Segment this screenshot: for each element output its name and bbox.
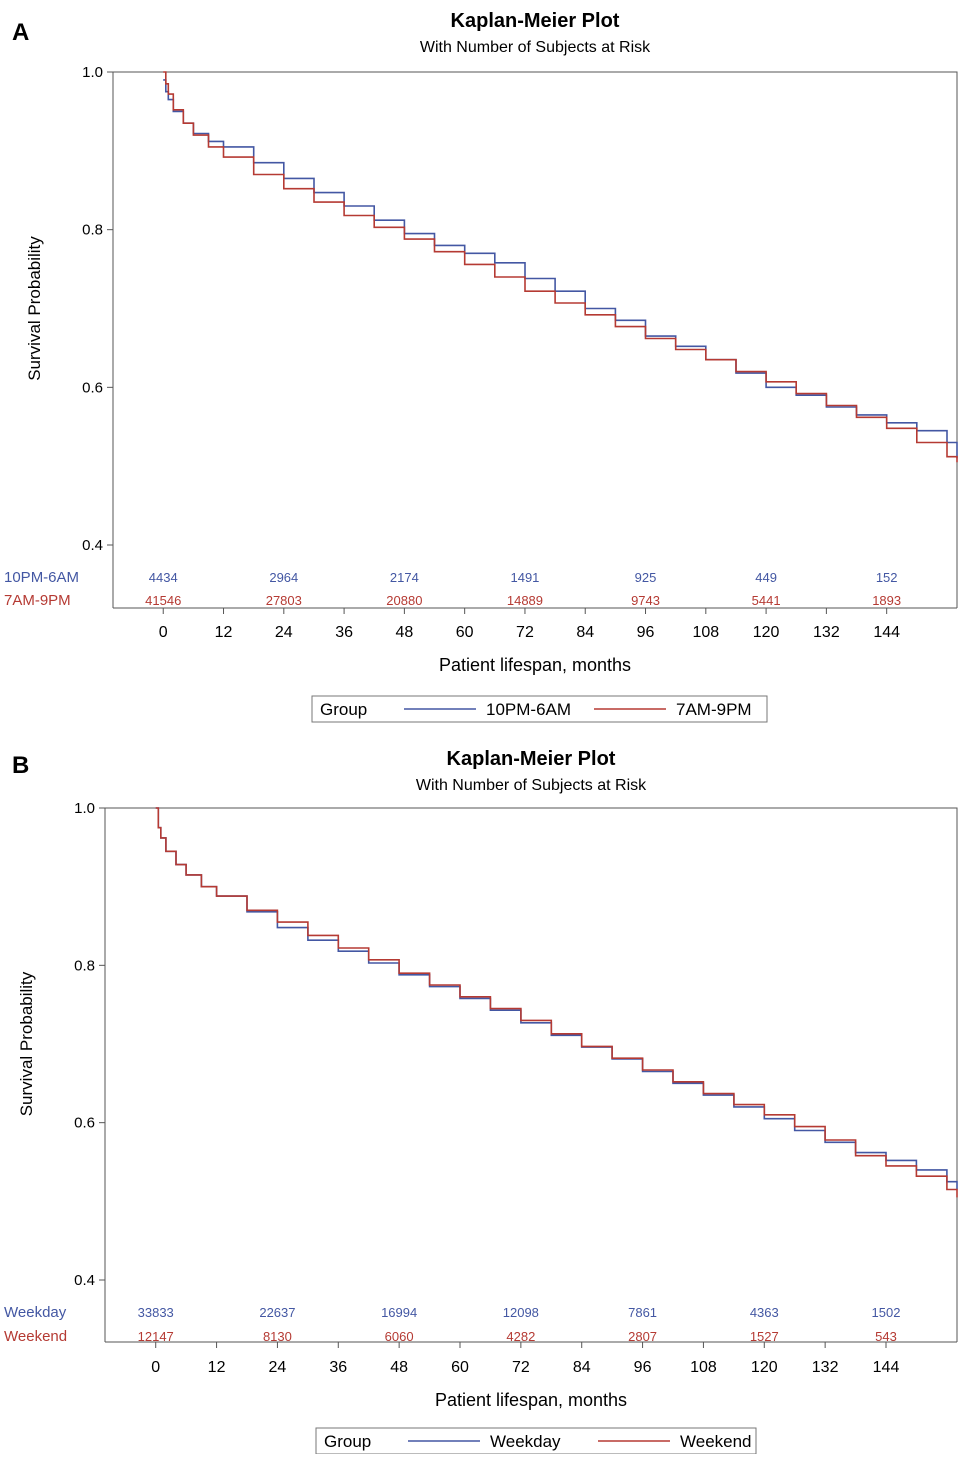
panel-a-subtitle: With Number of Subjects at Risk bbox=[420, 39, 651, 56]
panel-a-at-risk-value: 1491 bbox=[510, 570, 539, 585]
panel-b-at-risk-value: 12098 bbox=[503, 1305, 539, 1320]
panel-a-legend-box bbox=[311, 695, 768, 723]
panel-a-x-tick-label: 60 bbox=[456, 624, 474, 641]
panel-b-at-risk-value: 33833 bbox=[138, 1305, 174, 1320]
panel-b-y-tick-label: 0.8 bbox=[74, 957, 95, 974]
panel-b-x-tick-label: 132 bbox=[812, 1359, 839, 1376]
panel-a-x-tick-label: 144 bbox=[873, 624, 900, 641]
panel-b-at-risk-value: 16994 bbox=[381, 1305, 417, 1320]
panel-a-at-risk-value: 14889 bbox=[507, 593, 543, 608]
panel-a-at-risk-value: 9743 bbox=[631, 593, 660, 608]
panel-b-at-risk-value: 6060 bbox=[385, 1329, 414, 1344]
panel-a-x-tick-label: 72 bbox=[516, 624, 534, 641]
panel-b-x-tick-label: 72 bbox=[512, 1359, 530, 1376]
panel-b-at-risk-value: 4363 bbox=[750, 1305, 779, 1320]
panel-b-x-axis-label: Patient lifespan, months bbox=[435, 1390, 627, 1410]
panel-b-at-risk-row-label: Weekday bbox=[4, 1304, 67, 1321]
panel-b-x-tick-label: 108 bbox=[690, 1359, 717, 1376]
panel-a-at-risk-value: 1893 bbox=[872, 593, 901, 608]
panel-a-at-risk-value: 925 bbox=[635, 570, 657, 585]
panel-a-at-risk-value: 41546 bbox=[145, 593, 181, 608]
panel-b-y-tick-label: 0.4 bbox=[74, 1272, 95, 1289]
panel-a-x-tick-label: 132 bbox=[813, 624, 840, 641]
panel-a-x-tick-label: 0 bbox=[159, 624, 168, 641]
panel-a-x-tick-label: 120 bbox=[753, 624, 780, 641]
panel-a-at-risk-value: 152 bbox=[876, 570, 898, 585]
panel-a-series-line-7am-9pm bbox=[163, 71, 958, 463]
panel-a-at-risk-value: 5441 bbox=[752, 593, 781, 608]
panel-b-title: Kaplan-Meier Plot bbox=[447, 748, 616, 770]
panel-b-x-tick-label: 24 bbox=[269, 1359, 287, 1376]
panel-b-x-tick-label: 48 bbox=[390, 1359, 408, 1376]
panel-a-x-tick-label: 36 bbox=[335, 624, 353, 641]
panel-b-at-risk-value: 1527 bbox=[750, 1329, 779, 1344]
panel-a-at-risk-value: 449 bbox=[755, 570, 777, 585]
panel-b-at-risk-value: 4282 bbox=[506, 1329, 535, 1344]
panel-b-x-tick-label: 12 bbox=[208, 1359, 226, 1376]
panel-a-y-tick-label: 1.0 bbox=[82, 64, 103, 81]
panel-a-x-tick-label: 96 bbox=[637, 624, 655, 641]
panel-b-legend-box bbox=[315, 1427, 757, 1455]
panel-b-series-line-weekend bbox=[155, 807, 958, 1198]
panel-b-y-tick-label: 1.0 bbox=[74, 800, 95, 817]
panel-b-at-risk-row-label: Weekend bbox=[4, 1328, 67, 1345]
panel-a-x-tick-label: 24 bbox=[275, 624, 293, 641]
panel-b-legend-label-weekend: Weekend bbox=[680, 1432, 752, 1451]
panel-b-at-risk-value: 7861 bbox=[628, 1305, 657, 1320]
panel-a-y-axis-label: Survival Probability bbox=[25, 236, 44, 381]
panel-a-x-tick-label: 48 bbox=[395, 624, 413, 641]
panel-a-at-risk-value: 2964 bbox=[269, 570, 298, 585]
panel-b-at-risk-value: 2807 bbox=[628, 1329, 657, 1344]
panel-b-at-risk-value: 22637 bbox=[259, 1305, 295, 1320]
panel-b-legend-title: Group bbox=[324, 1432, 371, 1451]
panel-b-at-risk-value: 12147 bbox=[138, 1329, 174, 1344]
panel-a-x-axis-label: Patient lifespan, months bbox=[439, 655, 631, 675]
panel-b-x-tick-label: 144 bbox=[873, 1359, 900, 1376]
panel-a-series-line-10pm-6am bbox=[163, 79, 958, 459]
panel-a-at-risk-value: 27803 bbox=[266, 593, 302, 608]
panel-a-at-risk-value: 2174 bbox=[390, 570, 419, 585]
panel-a-x-tick-label: 108 bbox=[692, 624, 719, 641]
panel-b-x-tick-label: 120 bbox=[751, 1359, 778, 1376]
panel-b-x-tick-label: 96 bbox=[634, 1359, 652, 1376]
panel-a-plot-frame bbox=[112, 71, 958, 545]
panel-b-at-risk-value: 8130 bbox=[263, 1329, 292, 1344]
panel-a-at-risk-row-label: 10PM-6AM bbox=[4, 569, 79, 586]
panel-b-series-line-weekday bbox=[155, 807, 958, 1190]
panel-a-legend-title: Group bbox=[320, 700, 367, 719]
panel-a-x-tick-label: 84 bbox=[576, 624, 594, 641]
panel-a-at-risk-row-label: 7AM-9PM bbox=[4, 592, 71, 609]
panel-b-at-risk-value: 543 bbox=[875, 1329, 897, 1344]
panel-b-x-tick-label: 84 bbox=[573, 1359, 591, 1376]
panel-a-title: Kaplan-Meier Plot bbox=[451, 10, 620, 32]
panel-b-x-tick-label: 60 bbox=[451, 1359, 469, 1376]
panel-a-letter: A bbox=[12, 19, 29, 46]
panel-b-y-tick-label: 0.6 bbox=[74, 1115, 95, 1132]
panel-b-y-axis-label: Survival Probability bbox=[17, 971, 36, 1116]
panel-a-y-tick-label: 0.4 bbox=[82, 537, 103, 554]
panel-b-plot-frame bbox=[104, 807, 958, 1280]
panel-b-x-tick-label: 36 bbox=[329, 1359, 347, 1376]
panel-b-legend-label-weekday: Weekday bbox=[490, 1432, 561, 1451]
panel-b-subtitle: With Number of Subjects at Risk bbox=[416, 777, 647, 794]
panel-a-at-risk-value: 4434 bbox=[149, 570, 178, 585]
panel-b-letter: B bbox=[12, 752, 29, 779]
panel-a-legend-label-10pm-6am: 10PM-6AM bbox=[486, 700, 571, 719]
panel-b-x-tick-label: 0 bbox=[151, 1359, 160, 1376]
panel-a-x-tick-label: 12 bbox=[215, 624, 233, 641]
panel-b-at-risk-value: 1502 bbox=[872, 1305, 901, 1320]
panel-a-legend-label-7am-9pm: 7AM-9PM bbox=[676, 700, 752, 719]
panel-a-y-tick-label: 0.8 bbox=[82, 222, 103, 239]
panel-a-at-risk-value: 20880 bbox=[386, 593, 422, 608]
panel-a-y-tick-label: 0.6 bbox=[82, 379, 103, 396]
